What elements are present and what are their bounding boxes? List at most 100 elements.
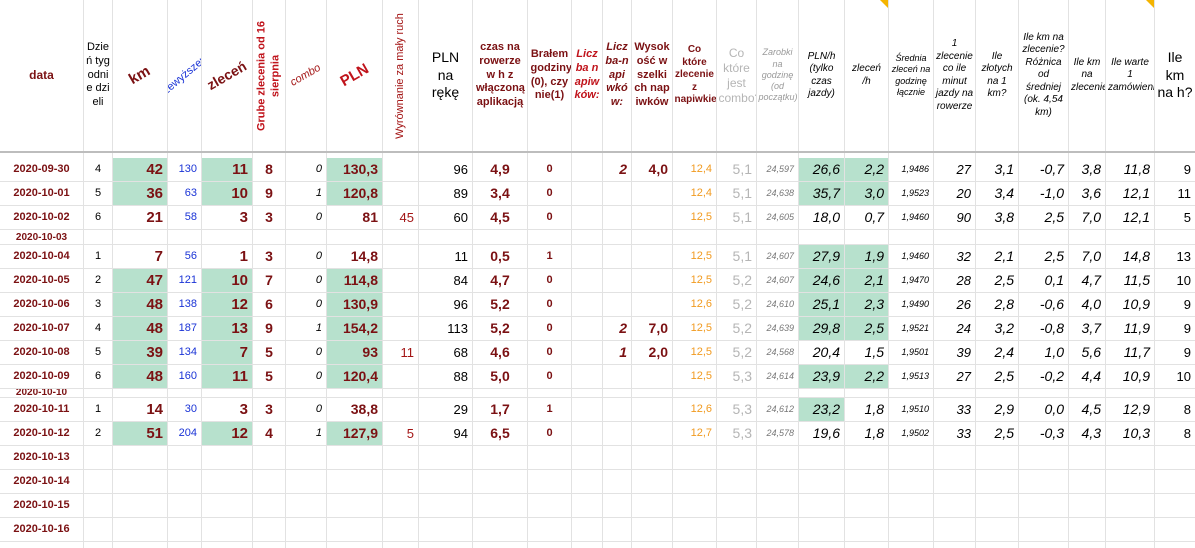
header-ile-km-zlecenie[interactable]: Ile km na zlecenie? — [1069, 0, 1105, 151]
cell-zar[interactable]: 24,614 — [766, 371, 794, 381]
cell-nap[interactable]: 12,5 — [690, 346, 712, 358]
cell-cmb[interactable] — [717, 518, 756, 541]
cell-co[interactable]: 1 — [315, 322, 322, 334]
cell-reka[interactable] — [419, 518, 472, 541]
cell-prz[interactable]: 160 — [178, 370, 197, 382]
cell-diff[interactable]: -0,3 — [1039, 425, 1064, 441]
cell-zar[interactable] — [757, 494, 798, 517]
cell-kmz[interactable]: 4,7 — [1081, 272, 1101, 288]
cell-nap[interactable] — [673, 470, 716, 493]
cell-wys[interactable] — [632, 293, 672, 316]
cell-min[interactable] — [934, 518, 975, 541]
cell-kmz[interactable]: 4,4 — [1081, 368, 1101, 384]
cell-dz[interactable]: 1 — [94, 403, 102, 415]
cell-min[interactable] — [934, 389, 975, 397]
cell-plnh[interactable]: 20,4 — [812, 344, 840, 360]
cell-pln[interactable] — [327, 446, 382, 469]
cell-wy[interactable] — [383, 446, 418, 469]
cell-plnh[interactable]: 23,2 — [799, 398, 844, 421]
cell-zkm[interactable]: 2,1 — [994, 248, 1014, 264]
cell-br[interactable]: 1 — [546, 250, 553, 262]
cell-gr[interactable]: 9 — [265, 320, 273, 336]
cell-gr[interactable]: 3 — [265, 248, 273, 264]
cell-km[interactable] — [113, 446, 167, 469]
header-liczba-napiwkow[interactable]: Liczba napiwków: — [572, 0, 602, 151]
cell-kmz[interactable]: 7,0 — [1081, 248, 1101, 264]
cell-reka[interactable]: 11 — [454, 249, 469, 264]
cell-min[interactable]: 90 — [956, 210, 971, 225]
cell-zlh[interactable]: 3,0 — [845, 182, 888, 205]
cell-czas[interactable]: 0,5 — [490, 248, 510, 264]
cell-kmz[interactable] — [1069, 494, 1105, 517]
cell-gr[interactable] — [253, 494, 285, 517]
cell-diff[interactable] — [1019, 518, 1068, 541]
cell-gr[interactable]: 3 — [265, 401, 273, 417]
cell-zar[interactable]: 24,605 — [766, 212, 794, 222]
cell-kmh[interactable]: 13 — [1176, 249, 1191, 264]
cell-dz[interactable] — [84, 518, 112, 541]
cell-cmb[interactable] — [717, 494, 756, 517]
cell-kmz[interactable] — [1069, 470, 1105, 493]
cell-plnh[interactable]: 25,1 — [799, 293, 844, 316]
cell-prz[interactable] — [168, 494, 201, 517]
cell-diff[interactable]: -0,2 — [1039, 368, 1064, 384]
header-km[interactable]: km — [113, 0, 167, 151]
cell-wart[interactable] — [1106, 389, 1154, 397]
cell-co[interactable]: 1 — [315, 187, 322, 199]
header-minut[interactable]: 1 zlecenie co ile minut jazdy na rowerze — [934, 0, 975, 151]
cell-zl[interactable]: 3 — [239, 209, 248, 226]
cell-diff[interactable] — [1019, 494, 1068, 517]
cell-kmz[interactable]: 3,6 — [1081, 185, 1101, 201]
cell-wys[interactable] — [632, 365, 672, 388]
cell-cmb[interactable]: 5,1 — [732, 161, 752, 177]
cell-zkm[interactable]: 2,8 — [994, 296, 1014, 312]
cell-prz[interactable]: 134 — [178, 346, 197, 358]
date-cell[interactable]: 2020-10-02 — [13, 211, 70, 223]
cell-reka[interactable]: 94 — [453, 426, 468, 441]
cell-zl[interactable]: 12 — [202, 422, 252, 445]
cell-zlh[interactable] — [845, 232, 888, 244]
cell-kmz[interactable]: 7,0 — [1081, 209, 1101, 225]
cell-ln[interactable]: 2 — [619, 161, 627, 177]
cell-kmh[interactable] — [1155, 470, 1195, 493]
cell-dz[interactable] — [84, 470, 112, 493]
cell-wart[interactable]: 10,9 — [1122, 368, 1150, 384]
cell-min[interactable]: 27 — [956, 162, 971, 177]
date-cell[interactable]: 2020-10-09 — [13, 370, 70, 382]
cell-zkm[interactable] — [976, 494, 1018, 517]
date-cell[interactable]: 2020-10-10 — [15, 389, 68, 397]
cell-plnh[interactable] — [799, 470, 844, 493]
cell-km[interactable]: 42 — [113, 158, 167, 181]
cell-kmz[interactable]: 4,0 — [1081, 296, 1101, 312]
cell-plnh[interactable] — [799, 446, 844, 469]
cell-czas[interactable] — [473, 446, 527, 469]
cell-ln[interactable] — [603, 398, 631, 421]
cell-wys[interactable] — [632, 245, 672, 268]
cell-br[interactable] — [528, 389, 571, 397]
cell-km[interactable]: 48 — [113, 293, 167, 316]
header-dzien[interactable]: Dzień tygodnie dzieli — [84, 0, 112, 151]
cell-gr[interactable]: 4 — [265, 425, 273, 441]
cell-kmh[interactable] — [1155, 518, 1195, 541]
date-cell[interactable]: 2020-10-13 — [13, 451, 70, 463]
cell-kmz[interactable]: 4,5 — [1081, 401, 1101, 417]
cell-km[interactable]: 48 — [113, 365, 167, 388]
cell-reka[interactable]: 60 — [453, 210, 468, 225]
cell-zkm[interactable]: 3,2 — [994, 320, 1014, 336]
cell-wart[interactable]: 10,3 — [1122, 425, 1150, 441]
cell-wart[interactable]: 11,9 — [1123, 320, 1150, 336]
cell-kmh[interactable] — [1155, 232, 1195, 244]
cell-diff[interactable]: 2,5 — [1044, 248, 1064, 264]
cell-zlh[interactable]: 2,3 — [845, 293, 888, 316]
cell-co[interactable]: 0 — [315, 346, 322, 358]
date-cell[interactable]: 2020-10-11 — [13, 403, 70, 415]
header-co-ktore-napiwek[interactable]: Co które zlecenie z napiwkiem? — [673, 0, 717, 151]
cell-min[interactable]: 20 — [956, 186, 971, 201]
cell-co[interactable]: 0 — [315, 211, 322, 223]
header-bralem[interactable]: Brałem godziny (0), czy nie(1) — [528, 0, 572, 151]
cell-zar[interactable] — [757, 232, 798, 244]
cell-wys[interactable] — [632, 206, 672, 229]
cell-wy[interactable] — [383, 398, 418, 421]
cell-cmb[interactable]: 5,2 — [732, 320, 752, 336]
date-cell[interactable]: 2020-10-03 — [15, 232, 68, 243]
